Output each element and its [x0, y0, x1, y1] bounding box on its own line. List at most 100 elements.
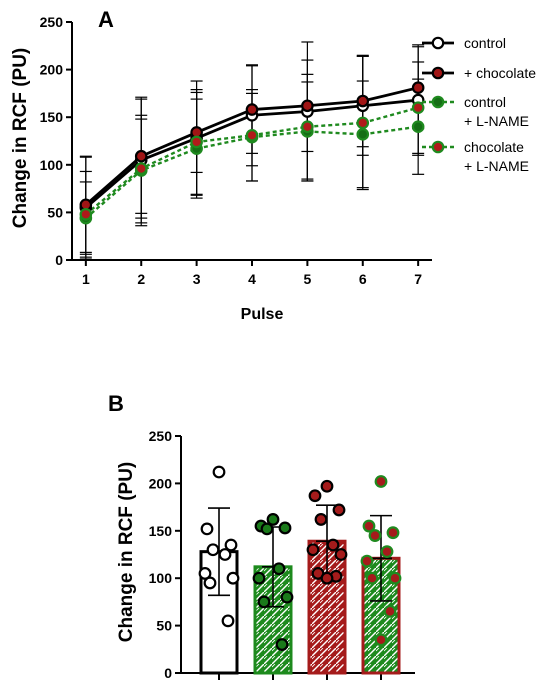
x-tick-label: 7 — [414, 271, 422, 287]
data-point — [134, 149, 148, 163]
data-point — [212, 465, 226, 479]
data-point — [334, 548, 348, 561]
data-point — [362, 519, 376, 533]
y-tick-label: 200 — [149, 475, 173, 491]
data-point — [218, 548, 232, 561]
panel-b-y-axis-label: Change in RCF (PU) — [116, 462, 137, 643]
data-point — [301, 120, 314, 134]
panel-a-tick-labels: 0 50 100 150 200 250 1 2 3 4 5 6 7 — [40, 14, 423, 287]
x-tick-label: 4 — [248, 271, 256, 287]
data-point — [383, 604, 397, 618]
x-tick-label: 1 — [82, 271, 90, 287]
data-point — [79, 208, 93, 221]
y-tick-label: 100 — [40, 157, 64, 173]
data-point — [314, 513, 328, 526]
legend-marker — [431, 36, 445, 50]
data-point — [386, 526, 400, 540]
y-tick-label: 50 — [47, 204, 63, 220]
x-tick-label: 3 — [193, 271, 201, 287]
bar-group-1 — [252, 513, 294, 675]
x-tick-label: 5 — [303, 271, 311, 287]
bar-group-0 — [198, 465, 240, 675]
data-point — [221, 614, 235, 628]
data-point — [306, 543, 320, 557]
legend-label-line: control — [464, 35, 506, 51]
data-point — [134, 162, 148, 175]
legend-label-line: + L-NAME — [464, 113, 529, 129]
data-point — [332, 503, 346, 517]
panel-b-bars — [198, 465, 402, 675]
data-point — [266, 513, 280, 526]
panel-b-label: B — [108, 391, 124, 416]
data-point — [224, 538, 238, 552]
legend-label-line: + chocolate — [464, 65, 536, 81]
data-point — [280, 590, 294, 604]
data-point — [200, 522, 214, 536]
panel-a-axes — [66, 21, 432, 266]
data-point — [198, 567, 212, 580]
data-point — [411, 120, 425, 134]
legend-label: + chocolate — [464, 65, 536, 81]
x-tick-label: 6 — [359, 271, 367, 287]
panel-a: A Change in RCF (PU) Pulse 0 50 100 150 200 2… — [10, 7, 536, 323]
bar-group-2 — [306, 479, 348, 675]
panel-a-x-axis-label: Pulse — [241, 306, 284, 323]
panel-a-series — [79, 41, 425, 260]
legend-label: chocolate + L-NAME — [464, 139, 529, 174]
data-point — [326, 538, 340, 552]
y-tick-label: 100 — [149, 570, 173, 586]
y-tick-label: 150 — [149, 523, 173, 539]
legend-marker — [431, 95, 445, 109]
data-point — [206, 543, 220, 557]
legend-label-line: control — [464, 94, 506, 110]
data-point — [260, 522, 274, 536]
panel-a-y-axis-label: Change in RCF (PU) — [10, 48, 31, 229]
data-point — [356, 128, 370, 141]
data-point — [365, 571, 379, 585]
data-point — [252, 571, 266, 585]
data-point — [203, 576, 217, 590]
data-point — [374, 633, 388, 647]
data-point — [190, 135, 203, 149]
legend-label-line: + L-NAME — [464, 158, 529, 174]
y-tick-label: 150 — [40, 109, 64, 125]
legend-label: control + L-NAME — [464, 94, 529, 129]
data-point — [388, 571, 402, 585]
data-point — [272, 562, 286, 576]
data-point — [320, 571, 334, 585]
data-point — [380, 545, 394, 559]
data-point — [368, 529, 382, 542]
data-point — [275, 638, 289, 651]
data-point — [245, 128, 259, 142]
y-tick-label: 250 — [40, 14, 64, 30]
y-tick-label: 0 — [55, 252, 63, 268]
y-tick-label: 0 — [164, 665, 172, 681]
data-point — [360, 554, 374, 568]
data-point — [320, 479, 334, 493]
bar-group-3 — [360, 475, 402, 675]
data-point — [411, 81, 425, 94]
data-point — [278, 521, 292, 535]
x-tick-label: 2 — [137, 271, 145, 287]
panel-b: B Change in RCF (PU) 0 50 100 150 200 250 — [108, 391, 415, 681]
y-tick-label: 50 — [156, 618, 172, 634]
y-tick-label: 250 — [149, 428, 173, 444]
panel-a-label: A — [98, 7, 114, 32]
data-point — [257, 595, 271, 609]
data-point — [411, 101, 425, 114]
legend-label-line: chocolate — [464, 139, 524, 155]
data-point — [356, 116, 370, 130]
panel-b-tick-labels: 0 50 100 150 200 250 — [149, 428, 173, 681]
legend-label: control — [464, 35, 506, 51]
data-point — [226, 571, 240, 585]
data-point — [374, 475, 388, 488]
y-tick-label: 200 — [40, 62, 64, 78]
data-point — [356, 94, 370, 108]
legend-marker — [431, 140, 445, 154]
data-point — [301, 99, 314, 113]
legend-marker — [431, 66, 445, 80]
data-point — [245, 103, 259, 116]
data-point — [308, 489, 322, 503]
